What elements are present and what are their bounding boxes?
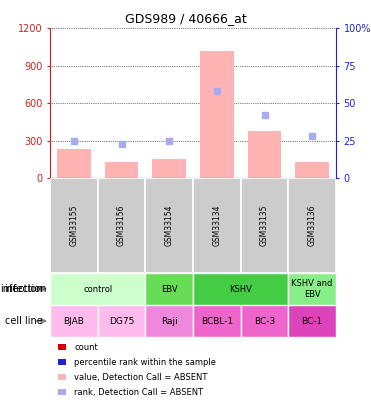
Text: percentile rank within the sample: percentile rank within the sample <box>74 358 216 367</box>
Bar <box>50 178 98 273</box>
Text: KSHV and
EBV: KSHV and EBV <box>292 279 333 299</box>
Bar <box>98 178 145 273</box>
Point <box>166 137 172 144</box>
Bar <box>193 273 288 305</box>
Text: infection: infection <box>4 284 46 294</box>
Text: GSM33134: GSM33134 <box>212 205 221 246</box>
Bar <box>288 273 336 305</box>
Bar <box>58 374 66 380</box>
Point <box>71 137 77 144</box>
Bar <box>145 178 193 273</box>
Text: cell line: cell line <box>5 316 43 326</box>
Point <box>309 133 315 139</box>
Bar <box>58 344 66 350</box>
Text: BJAB: BJAB <box>63 316 84 326</box>
Text: count: count <box>74 343 98 352</box>
Point <box>262 112 267 118</box>
Text: EBV: EBV <box>161 284 177 294</box>
Bar <box>58 389 66 395</box>
Bar <box>58 359 66 364</box>
Bar <box>98 305 145 337</box>
Bar <box>152 159 186 178</box>
Bar <box>193 178 241 273</box>
Text: BC-3: BC-3 <box>254 316 275 326</box>
Text: KSHV: KSHV <box>229 284 252 294</box>
Text: BCBL-1: BCBL-1 <box>201 316 233 326</box>
Text: control: control <box>83 284 112 294</box>
Bar <box>57 149 91 178</box>
Text: GSM33155: GSM33155 <box>69 205 78 246</box>
Bar <box>50 305 98 337</box>
Point <box>214 88 220 94</box>
Text: infection: infection <box>0 284 43 294</box>
Bar <box>200 51 233 178</box>
Bar <box>241 178 288 273</box>
Bar <box>50 273 145 305</box>
Text: value, Detection Call = ABSENT: value, Detection Call = ABSENT <box>74 373 207 382</box>
Text: GSM33154: GSM33154 <box>165 205 174 246</box>
Bar <box>248 130 281 178</box>
Bar <box>193 305 241 337</box>
Point <box>118 141 124 147</box>
Text: GSM33156: GSM33156 <box>117 205 126 246</box>
Text: DG75: DG75 <box>109 316 134 326</box>
Bar <box>295 162 329 178</box>
Bar <box>288 305 336 337</box>
Bar <box>288 178 336 273</box>
Text: BC-1: BC-1 <box>302 316 323 326</box>
Bar <box>105 162 138 178</box>
Bar <box>241 305 288 337</box>
Bar <box>145 305 193 337</box>
Bar <box>145 273 193 305</box>
Text: Raji: Raji <box>161 316 178 326</box>
Text: GSM33136: GSM33136 <box>308 205 317 246</box>
Text: GDS989 / 40666_at: GDS989 / 40666_at <box>125 12 246 25</box>
Text: rank, Detection Call = ABSENT: rank, Detection Call = ABSENT <box>74 388 203 397</box>
Text: GSM33135: GSM33135 <box>260 205 269 246</box>
